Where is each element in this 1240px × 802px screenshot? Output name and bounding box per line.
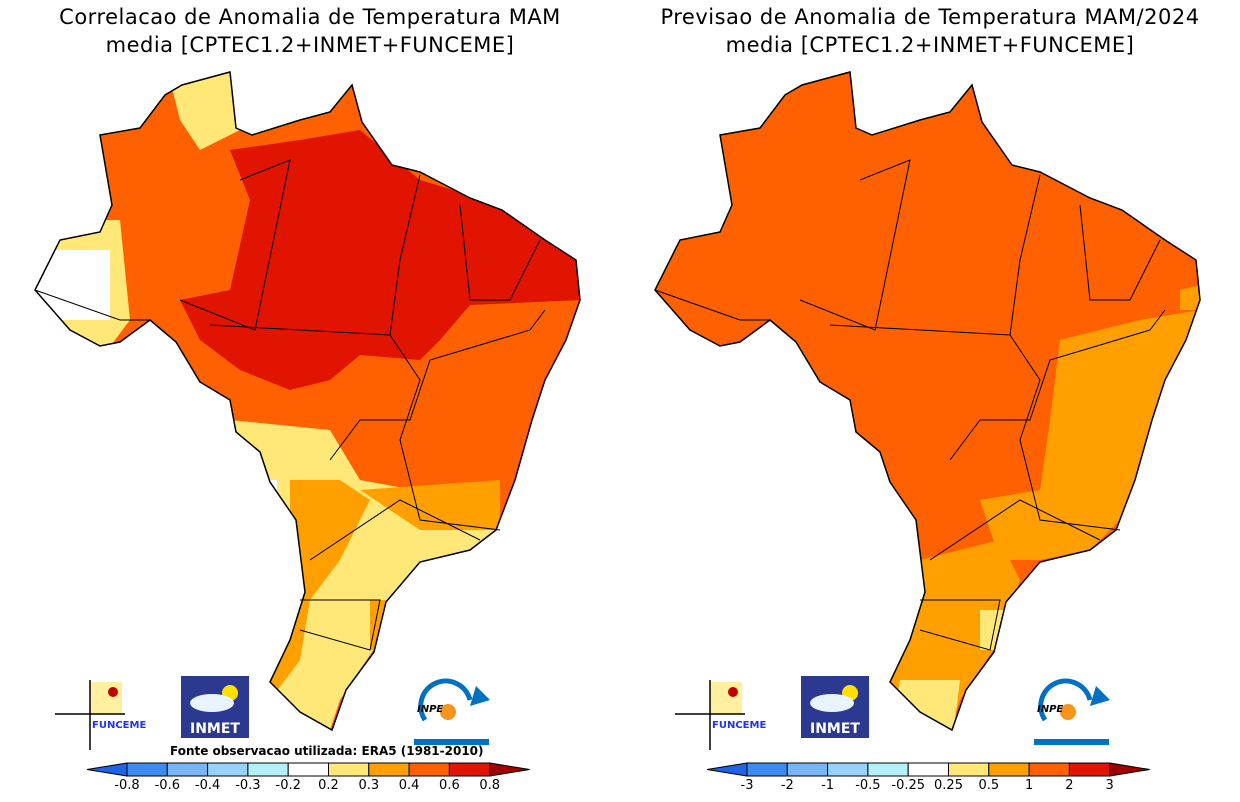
colorbar-segment	[786, 762, 829, 777]
colorbar-segment	[988, 762, 1030, 777]
state-border	[309, 499, 481, 561]
colorbar-tick-label: 0.2	[318, 778, 339, 793]
colorbar-segment	[746, 762, 788, 777]
colorbar-tick-label: 0.25	[934, 778, 963, 793]
inmet-logo: INMET	[801, 676, 869, 738]
inpe-logo-text: INPE	[1037, 704, 1063, 715]
colorbar-tick-label: -0.3	[235, 778, 260, 793]
inmet-logo: INMET	[181, 676, 249, 738]
colorbar-segment	[368, 762, 410, 777]
state-border	[1079, 204, 1161, 301]
colorbar-tick-label: -1	[821, 778, 834, 793]
colorbar-tick-label: 0.3	[358, 778, 379, 793]
colorbar-segment	[408, 762, 450, 777]
colorbar-tick-label: -0.2	[276, 778, 301, 793]
colorbar-segment	[1028, 762, 1070, 777]
state-border	[299, 599, 381, 651]
colorbar-segment	[287, 762, 330, 777]
colorbar-segment	[166, 762, 209, 777]
colorbar-segment	[448, 762, 491, 777]
zone-0.6-0.8	[180, 130, 580, 390]
colorbar-tick-label: 3	[1106, 778, 1114, 793]
zone-west-white	[35, 250, 110, 320]
funceme-logo: FUNCEME	[675, 680, 766, 750]
state-border	[919, 599, 1001, 651]
inmet-logo-text: INMET	[810, 721, 860, 737]
state-border	[929, 499, 1101, 561]
colorbar-tick-label: 1	[1025, 778, 1033, 793]
zone-white-patch	[262, 480, 277, 530]
right-forecast-map	[654, 71, 1201, 731]
state-border	[34, 289, 150, 321]
right-title-line2: media [CPTEC1.2+INMET+FUNCEME]	[725, 33, 1135, 57]
colorbar-tick-label: -2	[781, 778, 794, 793]
right-colorbar: -3 -2 -1 -0.5 -0.25 0.25 0.5 1 2 3	[706, 762, 1150, 793]
colorbar-segment	[1068, 762, 1111, 777]
zone-se-orange	[360, 480, 500, 530]
colorbar-tick-label: -0.5	[855, 778, 880, 793]
colorbar-segment	[247, 762, 289, 777]
colorbar-low-extend	[706, 762, 748, 777]
colorbar-high-extend	[1109, 762, 1150, 777]
state-border	[949, 309, 1166, 461]
inpe-logo: INPE	[1034, 678, 1110, 745]
state-border	[459, 204, 541, 301]
funceme-logo: FUNCEME	[55, 680, 146, 750]
colorbar-tick-label: 0.5	[978, 778, 999, 793]
colorbar-segment	[207, 762, 249, 777]
right-title-line1: Previsao de Anomalia de Temperatura MAM/…	[660, 5, 1200, 29]
state-border	[654, 289, 770, 321]
inpe-logo: INPE	[414, 678, 490, 745]
colorbar-segment	[328, 762, 370, 777]
colorbar-tick-label: 0.8	[479, 778, 500, 793]
colorbar-segment	[827, 762, 869, 777]
zone-0.5-1	[980, 310, 1200, 560]
colorbar-segment	[907, 762, 950, 777]
colorbar-tick-label: -0.25	[891, 778, 925, 793]
colorbar-tick-label: -3	[741, 778, 754, 793]
zone-0.5-1-south	[870, 540, 1020, 730]
left-title-line1: Correlacao de Anomalia de Temperatura MA…	[59, 5, 561, 29]
logos-right: FUNCEME INMET INPE	[675, 676, 1110, 750]
colorbar-tick-label: 0.4	[399, 778, 420, 793]
left-colorbar: -0.8 -0.6 -0.4 -0.3 -0.2 0.2 0.3 0.4 0.6 0.8	[86, 762, 530, 793]
left-title-line2: media [CPTEC1.2+INMET+FUNCEME]	[105, 33, 515, 57]
inpe-logo-text: INPE	[417, 704, 443, 715]
state-border	[209, 174, 421, 336]
colorbar-tick-label: -0.4	[195, 778, 220, 793]
colorbar-tick-label: 0.6	[439, 778, 460, 793]
state-border	[179, 159, 291, 331]
colorbar-high-extend	[489, 762, 530, 777]
colorbar-low-extend	[86, 762, 128, 777]
colorbar-tick-label: -0.6	[155, 778, 180, 793]
funceme-logo-text: FUNCEME	[92, 720, 146, 731]
colorbar-tick-label: -0.8	[114, 778, 139, 793]
logos-left: FUNCEME INMET INPE	[55, 676, 490, 750]
state-border	[799, 159, 911, 331]
zone-ne-orange	[1180, 285, 1200, 310]
source-note: Fonte observacao utilizada: ERA5 (1981-2…	[170, 744, 484, 758]
left-correlation-map	[34, 71, 581, 731]
funceme-logo-text: FUNCEME	[712, 720, 766, 731]
left-map-title: Correlacao de Anomalia de Temperatura MA…	[0, 3, 620, 59]
colorbar-segment	[126, 762, 168, 777]
colorbar-segment	[867, 762, 909, 777]
colorbar-tick-label: 2	[1065, 778, 1073, 793]
colorbar-segment	[948, 762, 990, 777]
zone-0.25-0.5-2	[980, 610, 1010, 650]
state-border	[329, 309, 546, 461]
right-map-title: Previsao de Anomalia de Temperatura MAM/…	[620, 3, 1240, 59]
zone-north-yellow	[170, 72, 240, 150]
state-border	[829, 174, 1041, 336]
inmet-logo-text: INMET	[190, 721, 240, 737]
